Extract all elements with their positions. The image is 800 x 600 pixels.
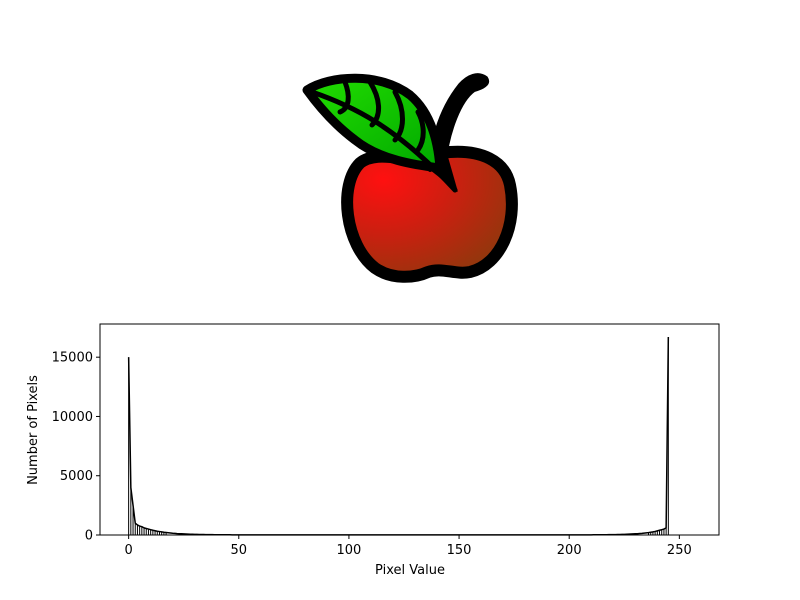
y-tick-label: 5000 xyxy=(60,469,93,484)
y-axis-label: Number of Pixels xyxy=(26,375,41,485)
histogram-line xyxy=(127,337,670,536)
x-tick-label: 100 xyxy=(337,543,362,558)
x-axis-label: Pixel Value xyxy=(375,563,445,578)
apple-stem xyxy=(428,73,489,172)
plot-frame xyxy=(99,323,720,536)
x-tick-label: 200 xyxy=(557,543,582,558)
y-axis: 0 5000 10000 15000 xyxy=(52,351,100,544)
apple-image xyxy=(302,73,518,283)
y-tick-label: 10000 xyxy=(52,410,93,425)
apple-notch xyxy=(430,150,458,192)
x-tick-label: 0 xyxy=(124,543,132,558)
x-tick-label: 150 xyxy=(447,543,472,558)
y-tick-label: 15000 xyxy=(52,351,93,366)
y-tick-label: 0 xyxy=(85,529,93,544)
x-tick-label: 250 xyxy=(667,543,692,558)
histogram-drops xyxy=(128,337,669,535)
x-tick-label: 50 xyxy=(231,543,248,558)
x-axis: 0 50 100 150 200 250 xyxy=(124,535,692,558)
